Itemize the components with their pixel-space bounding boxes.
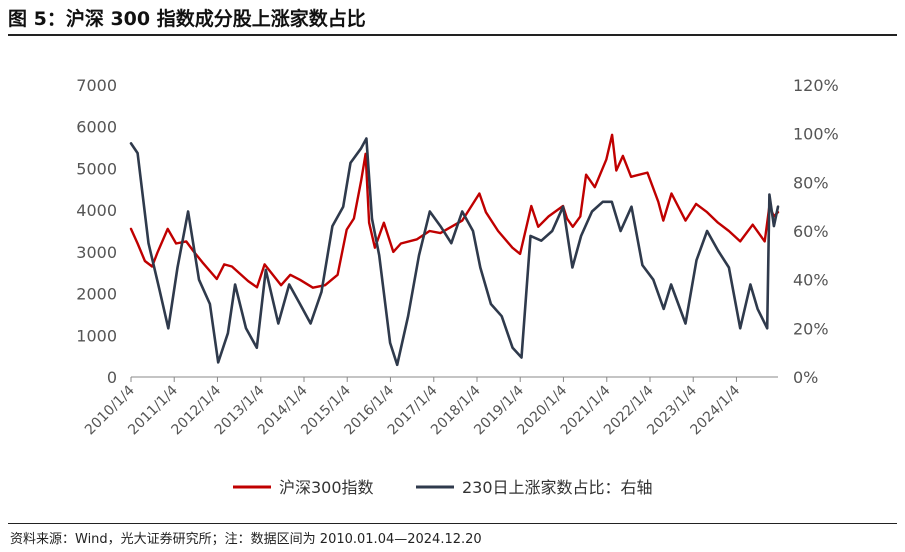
legend-label: 沪深300指数 [279,478,374,497]
y-right-tick-label: 20% [793,319,829,338]
y-right-tick-label: 120% [793,76,839,95]
y-left-tick-label: 4000 [76,201,117,220]
y-right-tick-label: 40% [793,271,829,290]
y-left-tick-label: 7000 [76,76,117,95]
title-rule [8,34,897,36]
y-left-tick-label: 1000 [76,326,117,345]
y-right-tick-label: 0% [793,368,818,387]
y-right-tick-label: 100% [793,125,839,144]
x-axis: 2010/1/42011/1/42012/1/42013/1/42014/1/4… [82,376,778,438]
chart: 0 1000 2000 3000 4000 5000 6000 7000 0% 20% 40% 60… [76,76,839,497]
series-line-right [129,137,780,367]
legend-label: 230日上涨家数占比：右轴 [462,478,653,497]
series-layer [129,133,780,367]
source-note: 资料来源：Wind，光大证券研究所；注：数据区间为 2010.01.04—202… [10,532,482,547]
legend: 沪深300指数 230日上涨家数占比：右轴 [233,478,653,497]
page-title: 图 5：沪深 300 指数成分股上涨家数占比 [8,8,366,30]
y-left-tick-label: 3000 [76,243,117,262]
y-left-tick-label: 0 [107,368,117,387]
y-axis-left: 0 1000 2000 3000 4000 5000 6000 7000 [76,76,117,387]
series-line-left [129,133,780,289]
y-right-tick-label: 60% [793,222,829,241]
y-right-tick-label: 80% [793,173,829,192]
source-rule [8,523,897,524]
y-axis-right: 0% 20% 40% 60% 80% 100% 120% [793,76,839,387]
y-left-tick-label: 2000 [76,285,117,304]
y-left-tick-label: 5000 [76,159,117,178]
y-left-tick-label: 6000 [76,118,117,137]
